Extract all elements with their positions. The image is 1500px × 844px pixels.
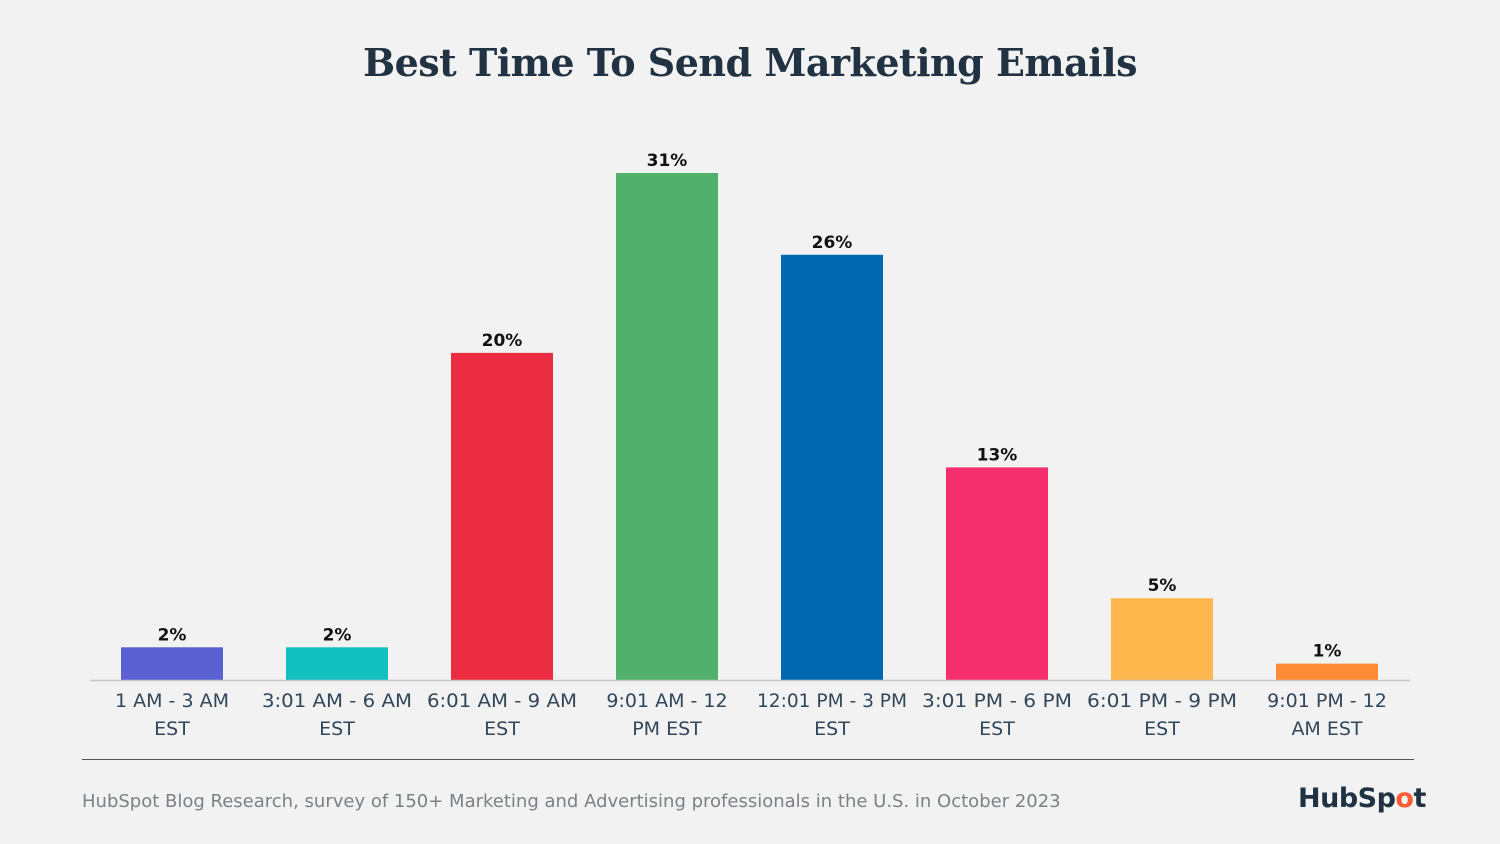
chart-title: Best Time To Send Marketing Emails — [362, 40, 1138, 85]
data-label: 2% — [158, 625, 187, 645]
data-label: 13% — [977, 445, 1018, 465]
bar — [616, 173, 718, 680]
data-label: 2% — [323, 625, 352, 645]
x-tick-label: EST — [814, 718, 850, 740]
sprocket-icon: o — [1395, 783, 1414, 814]
x-tick-label: 6:01 PM - 9 PM — [1087, 690, 1237, 712]
logo-text-end: t — [1413, 783, 1426, 814]
bar — [1111, 598, 1213, 680]
x-tick-label: AM EST — [1291, 718, 1362, 740]
data-label: 1% — [1313, 642, 1342, 662]
x-tick-label: 9:01 PM - 12 — [1267, 690, 1387, 712]
source-note: HubSpot Blog Research, survey of 150+ Ma… — [82, 791, 1061, 812]
bar — [121, 647, 223, 680]
x-tick-label: 1 AM - 3 AM — [115, 690, 229, 712]
x-tick-label: 9:01 AM - 12 — [606, 690, 727, 712]
x-tick-label: EST — [319, 718, 355, 740]
data-label: 5% — [1148, 576, 1177, 596]
x-tick-label: 3:01 AM - 6 AM — [262, 690, 412, 712]
x-tick-label: EST — [154, 718, 190, 740]
data-label: 26% — [812, 233, 853, 253]
bar — [781, 254, 883, 680]
x-tick-label: 6:01 AM - 9 AM — [427, 690, 577, 712]
logo-text: HubSp — [1298, 783, 1396, 814]
x-tick-label: EST — [484, 718, 520, 740]
hubspot-logo: HubSpot — [1298, 783, 1426, 814]
data-label: 20% — [482, 331, 523, 351]
x-tick-label: EST — [1144, 718, 1180, 740]
bar — [451, 352, 553, 680]
x-tick-label: PM EST — [632, 718, 702, 740]
x-tick-label: 12:01 PM - 3 PM — [757, 690, 907, 712]
bar — [946, 467, 1048, 680]
bar — [286, 647, 388, 680]
footer-divider — [82, 759, 1414, 760]
x-tick-label: 3:01 PM - 6 PM — [922, 690, 1072, 712]
data-label: 31% — [647, 151, 688, 171]
bar — [1276, 663, 1378, 680]
x-tick-label: EST — [979, 718, 1015, 740]
